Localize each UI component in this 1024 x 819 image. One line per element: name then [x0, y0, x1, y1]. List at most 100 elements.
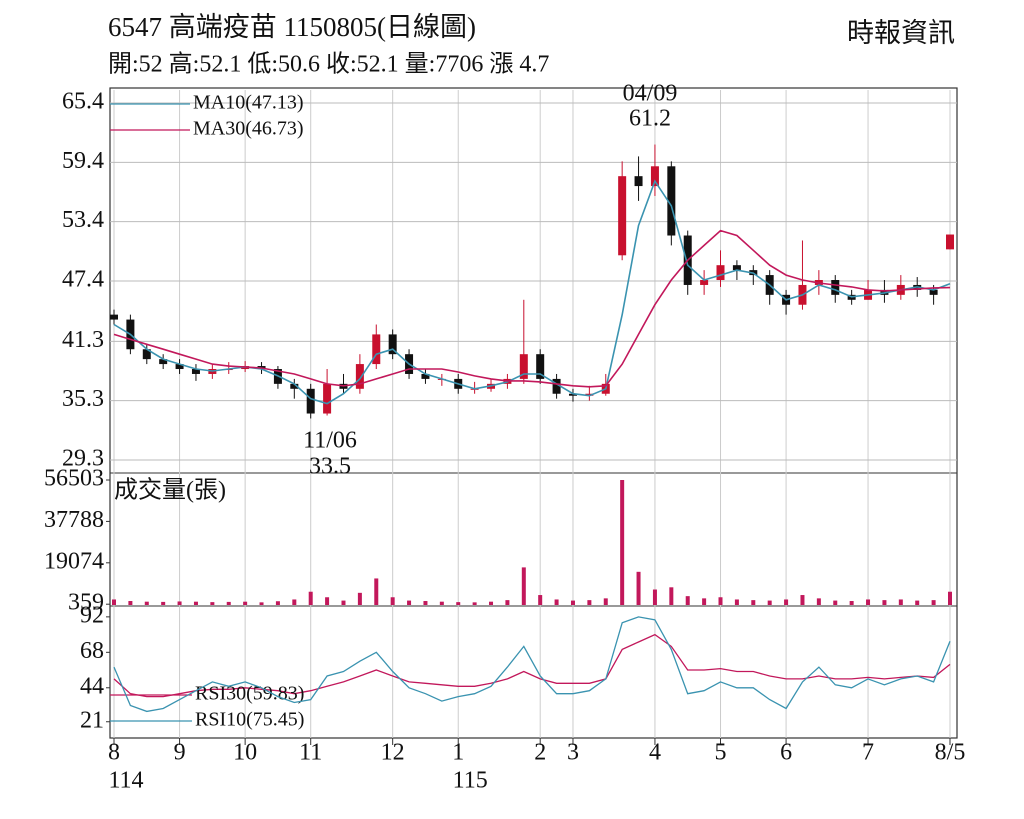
y-tick-label: 47.4: [62, 267, 104, 293]
annotation-price: 61.2: [629, 106, 671, 132]
volume-bar: [948, 591, 952, 605]
candle-body: [175, 364, 184, 370]
y-tick-label: 53.4: [62, 207, 104, 233]
y-tick-label: 35.3: [62, 386, 104, 412]
annotation-price: 33.5: [309, 454, 351, 480]
volume-bar: [587, 600, 592, 605]
volume-bar: [620, 480, 625, 605]
x-sublabel: 115: [453, 768, 488, 794]
frame: [109, 87, 958, 739]
x-tick-label: 4: [649, 740, 661, 766]
volume-bar: [292, 599, 297, 605]
y-tick-label: 37788: [44, 507, 104, 533]
candle-body: [323, 383, 332, 414]
candle-body: [388, 334, 397, 355]
y-tick-label: 29.3: [62, 446, 104, 472]
volume-bar: [407, 600, 412, 605]
volume-bar: [570, 600, 575, 605]
volume-bar: [161, 601, 166, 605]
volume-bar: [489, 601, 494, 605]
volume-bar: [210, 602, 215, 605]
x-sublabel: 114: [108, 768, 143, 794]
quote: 開:52 高:52.1 低:50.6 收:52.1 量:7706 漲 4.7: [108, 51, 549, 78]
y-tick-label: 56503: [44, 466, 104, 492]
volume-bar: [439, 601, 444, 605]
volume-bar: [341, 600, 346, 605]
candle-body: [110, 314, 118, 320]
legend-label: MA30(46.73): [193, 118, 304, 140]
source: 時報資訊: [847, 18, 955, 48]
candle-body: [929, 289, 938, 295]
x-tick-label: 3: [567, 740, 579, 766]
candle-body: [667, 166, 676, 236]
volume-bar: [374, 578, 379, 605]
candle-body: [421, 373, 430, 379]
y-tick-label: 41.3: [62, 327, 104, 353]
y-tick-label: 21: [80, 707, 104, 733]
volume-bar: [800, 595, 805, 605]
x-tick-label: 8: [108, 740, 120, 766]
volume-bar: [931, 600, 936, 605]
candle-body: [159, 359, 168, 365]
volume-bar: [226, 601, 231, 605]
candle-body: [732, 265, 741, 271]
x-tick-label: 6: [780, 740, 792, 766]
volume-bar: [849, 601, 854, 605]
candle-body: [372, 334, 381, 365]
candle-body: [306, 388, 315, 414]
volume-bar: [784, 599, 789, 605]
candle-body: [634, 176, 643, 187]
candle-body: [831, 280, 840, 295]
annotation-date: 04/09: [623, 81, 678, 107]
volume-bar: [308, 591, 313, 605]
x-tick-label: 7: [862, 740, 874, 766]
x-tick-label: 10: [233, 740, 257, 766]
candle-body: [355, 364, 364, 389]
volume-bar: [193, 601, 198, 605]
line: [113, 229, 951, 388]
volume-bar: [521, 567, 526, 605]
volume-bar: [538, 595, 543, 605]
volume-bar: [882, 600, 887, 605]
x-tick-label: 8/5: [935, 740, 966, 766]
volume-bar: [275, 601, 280, 605]
candle-body: [191, 369, 200, 374]
volume-bar: [144, 601, 149, 605]
volume-bar: [702, 598, 707, 605]
candle-body: [290, 383, 299, 389]
candle-body: [700, 280, 709, 285]
volume-bar: [357, 592, 362, 605]
volume-bar: [734, 599, 739, 605]
x-tick-label: 9: [174, 740, 186, 766]
panel-title: 成交量(張): [114, 477, 226, 504]
candle-body: [536, 354, 545, 379]
y-tick-label: 359: [68, 590, 104, 616]
volume-bar: [833, 600, 838, 605]
legend-label: RSI30(59.83): [195, 683, 304, 705]
candle-body: [519, 354, 528, 379]
x-tick-label: 12: [381, 740, 405, 766]
volume-bar: [652, 589, 657, 605]
volume-bar: [915, 600, 920, 605]
line: [113, 616, 951, 713]
volume-bar: [669, 587, 674, 605]
y-tick-label: 92: [80, 602, 104, 628]
y-tick-label: 44: [80, 673, 104, 699]
volume-bar: [325, 597, 330, 605]
volume-bar: [177, 601, 182, 605]
volume-bar: [751, 600, 756, 605]
legend-label: RSI10(75.45): [195, 709, 304, 731]
volume-bar: [767, 600, 772, 605]
y-tick-label: 68: [80, 638, 104, 664]
volume-bar: [866, 599, 871, 605]
volume-bar: [456, 602, 461, 605]
volume-bar: [816, 598, 821, 605]
candle-body: [650, 166, 659, 187]
candle-body: [716, 265, 725, 281]
candle-body: [568, 393, 577, 396]
volume-bar: [259, 602, 264, 605]
volume-bar: [718, 597, 723, 605]
x-tick-label: 5: [715, 740, 727, 766]
